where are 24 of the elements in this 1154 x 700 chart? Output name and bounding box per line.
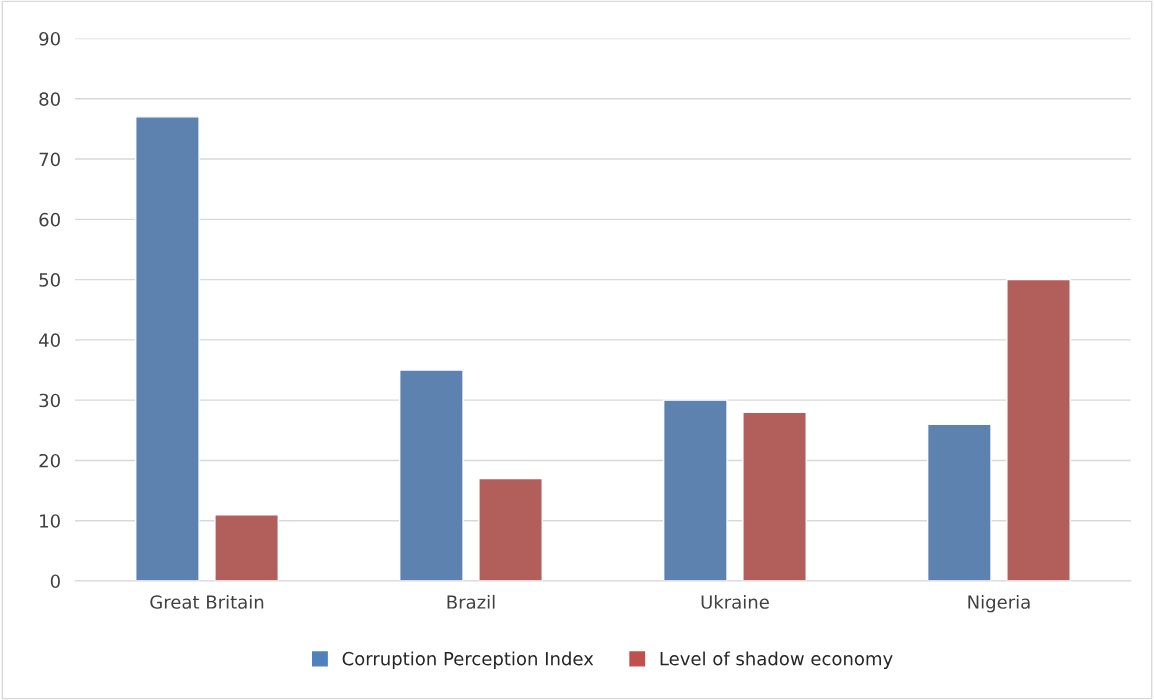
y-tick-label: 40 <box>39 333 60 348</box>
x-tick-label: Nigeria <box>968 594 1030 613</box>
y-tick-label: 80 <box>39 92 60 106</box>
bar <box>742 411 807 581</box>
x-tick-label: Brazil <box>447 594 495 609</box>
x-tick-label: Ukraine <box>701 594 769 609</box>
y-tick-label: 60 <box>39 212 60 227</box>
legend-label: Corruption Perception Index <box>342 651 594 669</box>
y-tick-label: 50 <box>39 273 60 287</box>
bar <box>214 513 279 581</box>
x-tick-label: Great Britain <box>150 594 264 609</box>
y-tick-label: 30 <box>39 393 60 408</box>
y-tick-label: 0 <box>50 574 60 589</box>
legend-label: Level of shadow economy <box>660 651 893 669</box>
bar <box>662 399 728 581</box>
bar <box>478 477 543 581</box>
y-tick-label: 10 <box>40 514 60 528</box>
y-tick-label: 70 <box>39 152 60 167</box>
bar <box>1006 278 1071 581</box>
y-tick-label: 90 <box>39 31 60 46</box>
bar <box>135 116 200 581</box>
bar <box>399 369 464 581</box>
y-tick-label: 20 <box>39 453 60 468</box>
bar <box>926 423 992 581</box>
